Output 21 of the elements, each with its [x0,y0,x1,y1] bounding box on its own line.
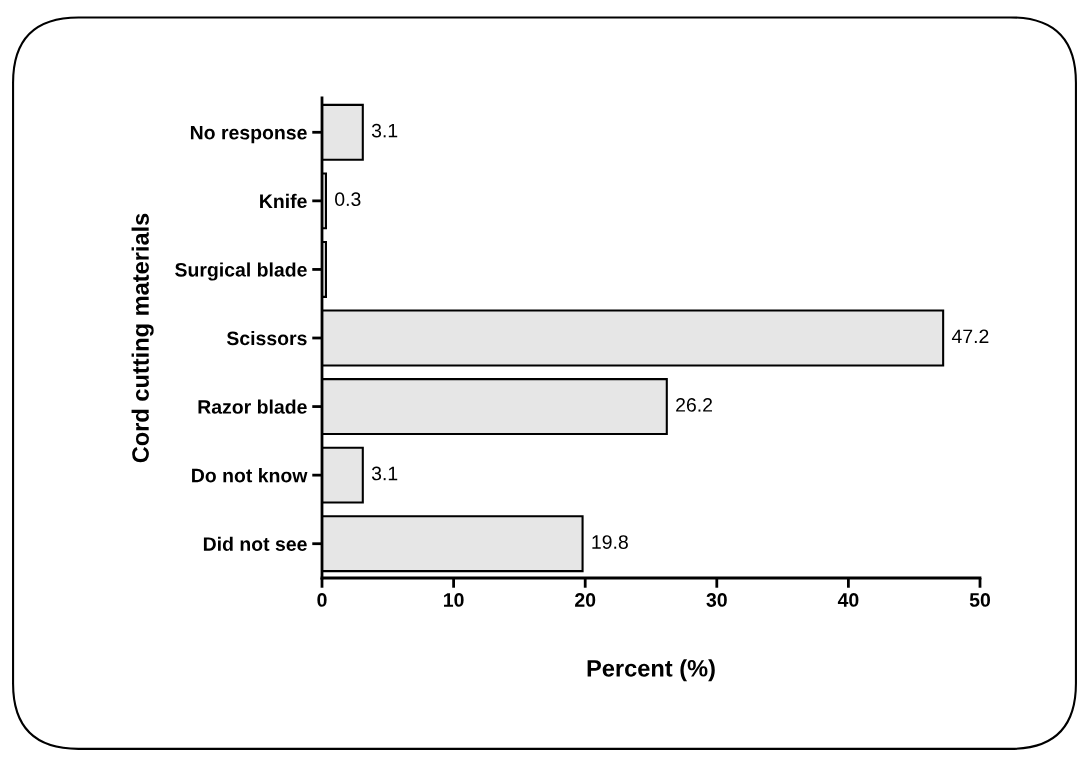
x-tick-label: 20 [575,593,596,607]
y-tick-label: Scissors [226,330,307,346]
x-tick-label: 0 [317,593,327,607]
x-tick-label: 10 [444,593,464,607]
data-label: 3.1 [371,123,398,138]
x-tick-label: 50 [969,593,991,607]
x-tick-label: 30 [706,593,727,607]
data-label: 47.2 [951,329,989,344]
y-tick-label: Surgical blade [175,262,307,281]
y-tick-label: Did not see [203,536,307,551]
data-label: 19.8 [592,535,628,549]
data-label: 3.1 [371,466,398,481]
x-axis-title: Percent (%) [587,659,715,682]
y-tick-label: Do not know [192,468,308,483]
y-tick-label: No response [190,125,307,144]
y-axis-title: Cord cutting materials [131,213,154,463]
data-label: 0.3 [335,192,361,207]
x-tick-label: 40 [837,593,859,607]
y-tick-label: Razor blade [198,399,307,414]
y-tick-label: Knife [260,193,307,209]
data-label: 26.2 [676,398,712,412]
